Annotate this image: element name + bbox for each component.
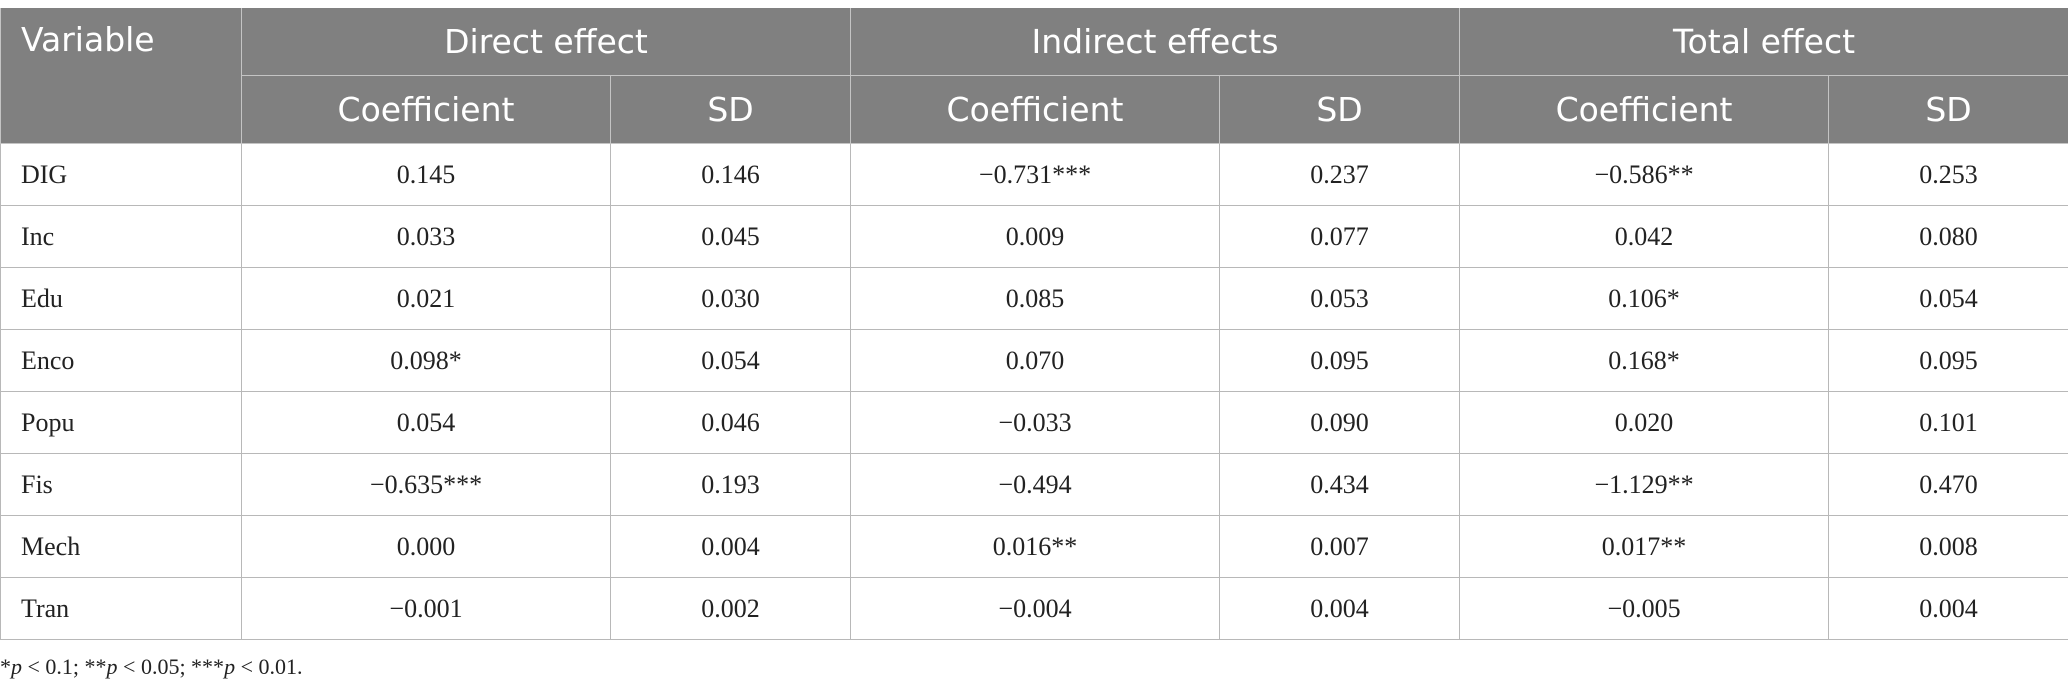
table-row: Fis −0.635*** 0.193 −0.494 0.434 −1.129*… (0, 453, 2068, 516)
cell-total-sd: 0.008 (1828, 515, 2068, 578)
cell-total-sd: 0.054 (1828, 267, 2068, 330)
footnote-part: < 0.1; ** (22, 654, 107, 679)
cell-total-coefficient: 0.042 (1459, 205, 1830, 268)
cell-direct-sd: 0.004 (609, 515, 852, 578)
cell-direct-sd: 0.146 (609, 143, 852, 206)
cell-indirect-sd: 0.095 (1219, 329, 1461, 392)
cell-variable: Fis (0, 453, 242, 516)
cell-variable: Inc (0, 205, 242, 268)
cell-direct-sd: 0.045 (609, 205, 852, 268)
cell-variable: DIG (0, 143, 242, 206)
header-direct-sd: SD (609, 75, 852, 144)
significance-footnote: *p < 0.1; **p < 0.05; ***p < 0.01. (0, 654, 302, 680)
cell-total-coefficient: 0.106* (1459, 267, 1830, 330)
cell-direct-sd: 0.046 (609, 391, 852, 454)
cell-indirect-coefficient: −0.033 (850, 391, 1221, 454)
header-indirect-sd: SD (1219, 75, 1461, 144)
cell-total-sd: 0.470 (1828, 453, 2068, 516)
cell-indirect-coefficient: 0.085 (850, 267, 1221, 330)
cell-direct-coefficient: 0.000 (241, 515, 611, 578)
cell-indirect-coefficient: −0.731*** (850, 143, 1221, 206)
cell-total-sd: 0.095 (1828, 329, 2068, 392)
footnote-p-symbol: p (11, 654, 22, 679)
cell-direct-sd: 0.030 (609, 267, 852, 330)
cell-variable: Enco (0, 329, 242, 392)
footnote-p-symbol: p (224, 654, 236, 679)
cell-indirect-sd: 0.053 (1219, 267, 1461, 330)
table-row: DIG 0.145 0.146 −0.731*** 0.237 −0.586**… (0, 143, 2068, 206)
table-row: Mech 0.000 0.004 0.016** 0.007 0.017** 0… (0, 515, 2068, 578)
cell-direct-coefficient: 0.098* (241, 329, 611, 392)
cell-direct-sd: 0.193 (609, 453, 852, 516)
cell-indirect-sd: 0.090 (1219, 391, 1461, 454)
effects-table: Variable Direct effect Indirect effects … (0, 8, 2068, 640)
header-total-effect: Total effect (1459, 8, 2068, 76)
cell-total-sd: 0.080 (1828, 205, 2068, 268)
header-indirect-coefficient: Coefficient (850, 75, 1221, 144)
table-header: Variable Direct effect Indirect effects … (0, 8, 2068, 144)
table-row: Tran −0.001 0.002 −0.004 0.004 −0.005 0.… (0, 577, 2068, 640)
header-variable: Variable (0, 8, 242, 144)
cell-direct-sd: 0.054 (609, 329, 852, 392)
cell-indirect-coefficient: 0.070 (850, 329, 1221, 392)
cell-direct-coefficient: −0.001 (241, 577, 611, 640)
cell-direct-coefficient: 0.054 (241, 391, 611, 454)
cell-total-sd: 0.101 (1828, 391, 2068, 454)
cell-variable: Mech (0, 515, 242, 578)
cell-indirect-coefficient: 0.009 (850, 205, 1221, 268)
cell-total-coefficient: −0.005 (1459, 577, 1830, 640)
footnote-part: < 0.01. (235, 654, 303, 679)
table-body: DIG 0.145 0.146 −0.731*** 0.237 −0.586**… (0, 143, 2068, 640)
cell-total-coefficient: 0.020 (1459, 391, 1830, 454)
cell-indirect-coefficient: 0.016** (850, 515, 1221, 578)
cell-direct-coefficient: 0.033 (241, 205, 611, 268)
cell-indirect-sd: 0.434 (1219, 453, 1461, 516)
cell-total-sd: 0.004 (1828, 577, 2068, 640)
cell-direct-coefficient: −0.635*** (241, 453, 611, 516)
header-total-coefficient: Coefficient (1459, 75, 1830, 144)
footnote-p-symbol: p (106, 654, 118, 679)
cell-indirect-coefficient: −0.004 (850, 577, 1221, 640)
cell-indirect-sd: 0.007 (1219, 515, 1461, 578)
cell-indirect-sd: 0.077 (1219, 205, 1461, 268)
table-row: Inc 0.033 0.045 0.009 0.077 0.042 0.080 (0, 205, 2068, 268)
cell-indirect-sd: 0.237 (1219, 143, 1461, 206)
footnote-part: < 0.05; *** (117, 654, 225, 679)
cell-total-coefficient: 0.168* (1459, 329, 1830, 392)
header-direct-effect: Direct effect (240, 8, 852, 76)
table-row: Popu 0.054 0.046 −0.033 0.090 0.020 0.10… (0, 391, 2068, 454)
cell-total-sd: 0.253 (1828, 143, 2068, 206)
cell-direct-coefficient: 0.145 (241, 143, 611, 206)
cell-variable: Tran (0, 577, 242, 640)
table-row: Edu 0.021 0.030 0.085 0.053 0.106* 0.054 (0, 267, 2068, 330)
cell-variable: Edu (0, 267, 242, 330)
cell-direct-coefficient: 0.021 (241, 267, 611, 330)
cell-total-coefficient: −0.586** (1459, 143, 1830, 206)
header-indirect-effects: Indirect effects (850, 8, 1461, 76)
header-direct-coefficient: Coefficient (241, 75, 611, 144)
cell-variable: Popu (0, 391, 242, 454)
cell-total-coefficient: 0.017** (1459, 515, 1830, 578)
cell-indirect-sd: 0.004 (1219, 577, 1461, 640)
cell-indirect-coefficient: −0.494 (850, 453, 1221, 516)
footnote-part: * (0, 654, 11, 679)
cell-direct-sd: 0.002 (609, 577, 852, 640)
cell-total-coefficient: −1.129** (1459, 453, 1830, 516)
table-row: Enco 0.098* 0.054 0.070 0.095 0.168* 0.0… (0, 329, 2068, 392)
header-total-sd: SD (1828, 75, 2068, 144)
